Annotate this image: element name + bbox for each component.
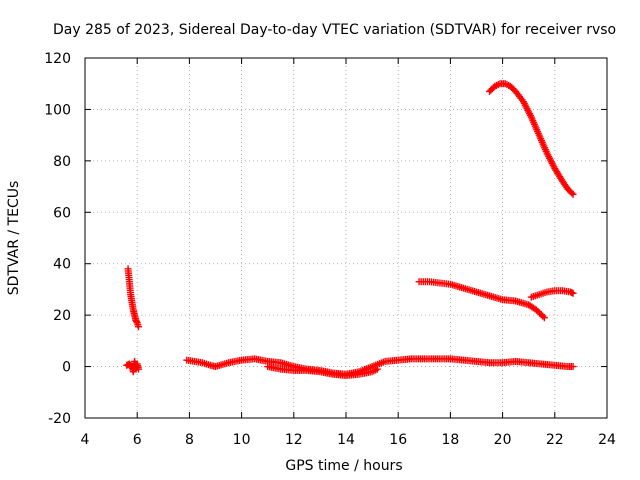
x-tick-label: 14 bbox=[337, 432, 355, 448]
x-tick-label: 16 bbox=[389, 432, 407, 448]
data-point-marker bbox=[135, 365, 143, 373]
data-point-marker bbox=[539, 312, 547, 320]
y-tick-label: 120 bbox=[44, 51, 71, 67]
x-tick-label: 10 bbox=[233, 432, 251, 448]
y-axis-label: SDTVAR / TECUs bbox=[6, 181, 22, 296]
chart-title: Day 285 of 2023, Sidereal Day-to-day VTE… bbox=[53, 22, 616, 38]
data-point-marker bbox=[135, 323, 143, 331]
y-tick-label: 80 bbox=[53, 154, 71, 170]
series-arc-high bbox=[486, 80, 577, 198]
series-arc-main-low bbox=[183, 355, 577, 378]
data-layer bbox=[123, 80, 577, 380]
series-arc-early-low bbox=[123, 357, 143, 376]
x-tick-label: 24 bbox=[598, 432, 616, 448]
y-tick-label: 60 bbox=[53, 205, 71, 221]
x-tick-label: 22 bbox=[546, 432, 564, 448]
data-point-marker bbox=[536, 309, 544, 317]
data-point-marker bbox=[534, 308, 542, 316]
x-tick-label: 6 bbox=[133, 432, 142, 448]
data-point-marker bbox=[569, 363, 577, 371]
x-tick-label: 8 bbox=[185, 432, 194, 448]
y-tick-label: 20 bbox=[53, 308, 71, 324]
data-point-marker bbox=[537, 311, 545, 319]
data-point-marker bbox=[533, 306, 541, 314]
series-arc-main-low-2 bbox=[264, 363, 381, 380]
grid-layer bbox=[85, 58, 607, 418]
tick-layer: 4 6 8 10 12 14 16 18 20 22 24 -20 0 20 40 60 80 100 120 bbox=[44, 51, 616, 448]
x-axis-label: GPS time / hours bbox=[285, 458, 402, 474]
x-tick-label: 12 bbox=[285, 432, 303, 448]
data-point-marker bbox=[569, 190, 577, 198]
y-tick-label: 0 bbox=[62, 360, 71, 376]
data-point-marker bbox=[373, 365, 381, 373]
x-tick-label: 4 bbox=[81, 432, 90, 448]
x-tick-label: 18 bbox=[441, 432, 459, 448]
y-tick-label: 40 bbox=[53, 257, 71, 273]
data-point-marker bbox=[540, 314, 548, 322]
data-point-marker bbox=[568, 189, 576, 197]
series-arc-evening-mid bbox=[415, 278, 548, 322]
y-tick-label: 100 bbox=[44, 102, 71, 118]
series-arc-late-mid bbox=[527, 287, 577, 301]
plot-frame bbox=[84, 57, 608, 419]
y-tick-label: -20 bbox=[48, 411, 71, 427]
data-point-marker bbox=[569, 289, 577, 297]
x-tick-label: 20 bbox=[494, 432, 512, 448]
series-arc-early-high bbox=[124, 265, 143, 331]
